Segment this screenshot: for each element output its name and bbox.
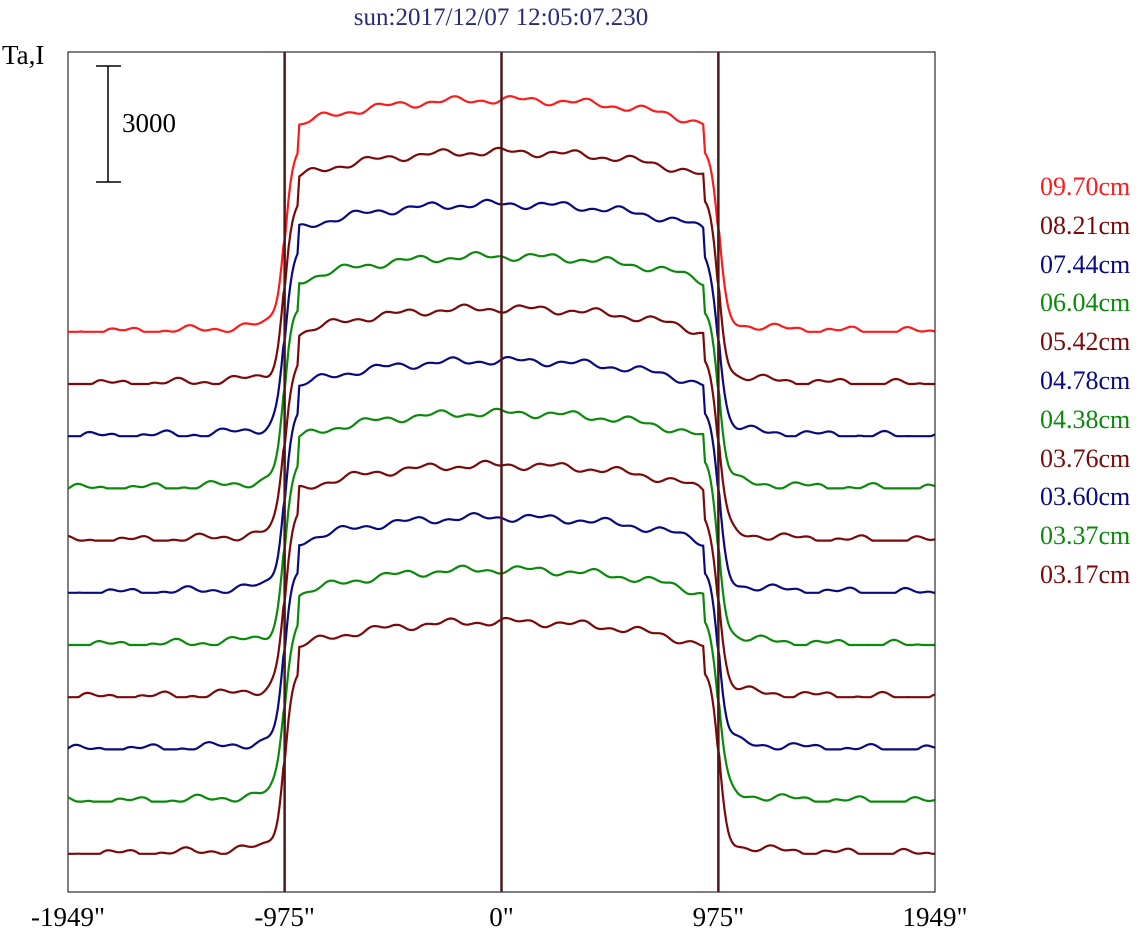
legend-entry: 03.17cm [1040, 559, 1131, 589]
y-axis-label: Ta,I [2, 40, 45, 70]
legend: 09.70cm 08.21cm 07.44cm 06.04cm 05.42cm 04.78… [1040, 168, 1130, 595]
x-tick-label: 1949" [902, 902, 968, 932]
legend-entry: 07.44cm [1040, 249, 1131, 279]
x-tick-label: 975" [692, 902, 745, 932]
legend-entry: 05.42cm [1040, 327, 1131, 357]
legend-entry: 08.21cm [1040, 210, 1131, 240]
x-tick-label: -1949" [30, 902, 106, 932]
legend-entry: 03.60cm [1040, 482, 1131, 512]
legend-entry: 03.37cm [1040, 521, 1131, 551]
scale-bar-label: 3000 [122, 108, 176, 138]
x-tick-label: -975" [254, 902, 315, 932]
legend-entry: 04.78cm [1040, 365, 1131, 395]
legend-entry: 03.76cm [1040, 443, 1131, 473]
x-tick-label: 0" [489, 902, 514, 932]
chart-title: sun:2017/12/07 12:05:07.230 [353, 4, 649, 31]
legend-entry: 09.70cm [1040, 172, 1131, 201]
legend-entry: 04.38cm [1040, 404, 1131, 434]
legend-entry: 06.04cm [1040, 288, 1131, 318]
vertical-reference-lines [283, 52, 720, 892]
scale-bar: 3000 [96, 65, 176, 183]
